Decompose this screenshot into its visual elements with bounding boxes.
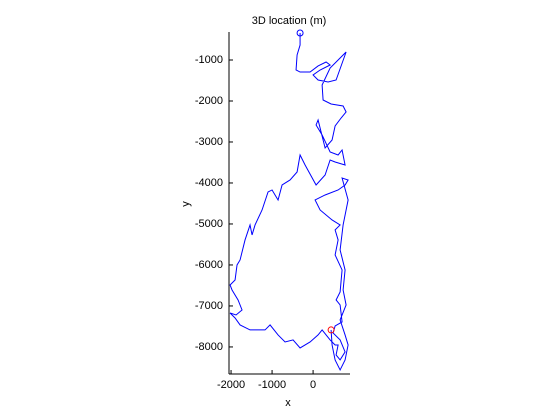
- chart-title: 3D location (m): [252, 15, 327, 27]
- end-marker: [327, 326, 335, 334]
- start-marker: [296, 29, 304, 37]
- y-axis-label: y: [180, 201, 192, 207]
- y-tick-label: -6000: [195, 259, 223, 271]
- x-tick-label: -1000: [258, 379, 286, 391]
- x-tick-label: 0: [310, 379, 316, 391]
- y-tick-label: -8000: [195, 341, 223, 353]
- y-tick-label: -1000: [195, 54, 223, 66]
- y-tick-label: -2000: [195, 95, 223, 107]
- y-tick-label: -3000: [195, 136, 223, 148]
- y-tick-label: -7000: [195, 300, 223, 312]
- y-tick-label: -4000: [195, 177, 223, 189]
- x-axis-label: x: [285, 397, 291, 409]
- trajectory-line: [229, 32, 349, 372]
- y-tick-label: -5000: [195, 218, 223, 230]
- x-tick-label: -2000: [217, 379, 245, 391]
